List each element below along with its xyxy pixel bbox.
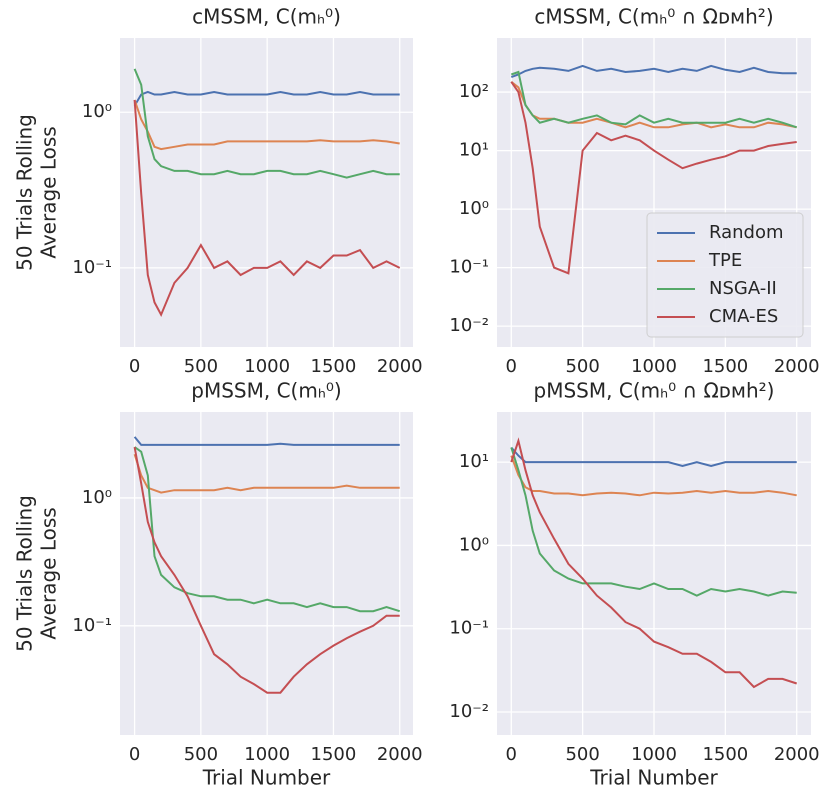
plot-lines [133, 436, 400, 694]
y-tick-label: 10¹ [459, 140, 489, 161]
x-tick-label: 0 [129, 744, 140, 765]
series-line [510, 81, 797, 129]
series-line [133, 99, 400, 151]
x-tick-label: 500 [565, 356, 599, 377]
y-axis-label: 50 Trials Rolling [13, 495, 37, 652]
series-line [510, 455, 797, 497]
subplot-title: cMSSM, C(mₕ⁰) [192, 5, 341, 29]
x-tick-label: 500 [184, 356, 218, 377]
x-tick-label: 2000 [774, 744, 820, 765]
x-tick-label: 1500 [702, 744, 748, 765]
series-line [510, 446, 797, 468]
series-line [134, 446, 400, 613]
series-line [510, 437, 798, 689]
y-tick-label: 10⁻¹ [449, 618, 489, 639]
subplot-title: pMSSM, C(mₕ⁰) [191, 379, 341, 403]
x-tick-label: 0 [129, 356, 140, 377]
y-tick-label: 10⁻¹ [72, 257, 112, 278]
series-line [510, 64, 797, 79]
x-tick-label: 1500 [311, 356, 357, 377]
legend-label: CMA-ES [709, 306, 778, 327]
y-tick-label: 10⁻¹ [72, 615, 112, 636]
x-tick-label: 0 [506, 356, 517, 377]
series-line [133, 99, 401, 318]
legend-label: Random [709, 222, 784, 243]
x-tick-label: 1000 [244, 744, 290, 765]
x-tick-label: 2000 [377, 356, 423, 377]
y-tick-label: 10⁻¹ [449, 257, 489, 278]
y-tick-label: 10¹ [459, 451, 489, 472]
x-tick-label: 1000 [631, 356, 677, 377]
legend-label: TPE [708, 250, 742, 271]
x-tick-label: 2000 [774, 356, 820, 377]
plot-area [120, 38, 413, 347]
x-tick-label: 0 [506, 744, 517, 765]
series-line [133, 68, 400, 179]
series-line [133, 453, 400, 494]
x-tick-label: 1500 [702, 356, 748, 377]
y-tick-label: 10⁰ [82, 487, 112, 508]
x-tick-label: 1000 [631, 744, 677, 765]
plot-lines [510, 437, 798, 689]
plot-lines [133, 68, 401, 318]
y-axis-label: Average Loss [37, 507, 61, 639]
y-tick-label: 10² [459, 81, 489, 102]
x-tick-label: 2000 [377, 744, 423, 765]
series-line [133, 446, 400, 694]
legend-label: NSGA-II [709, 278, 777, 299]
y-tick-label: 10⁰ [459, 198, 489, 219]
series-line [510, 447, 797, 597]
y-tick-label: 10⁰ [459, 534, 489, 555]
series-line [133, 436, 400, 446]
series-line [510, 81, 797, 275]
y-axis-label: Average Loss [37, 126, 61, 258]
plot-area [120, 412, 413, 735]
series-line [133, 90, 400, 107]
plot-lines [510, 64, 798, 275]
series-line [510, 70, 798, 129]
x-tick-label: 500 [565, 744, 599, 765]
y-tick-label: 10⁻² [449, 315, 489, 336]
y-tick-label: 10⁰ [82, 101, 112, 122]
y-axis-label: 50 Trials Rolling [13, 114, 37, 271]
y-tick-label: 10⁻² [449, 701, 489, 722]
x-tick-label: 1000 [244, 356, 290, 377]
x-tick-label: 1500 [311, 744, 357, 765]
x-axis-label: Trial Number [202, 766, 331, 790]
subplot-title: pMSSM, C(mₕ⁰ ∩ Ωᴅᴍh²) [534, 379, 775, 403]
subplot-title: cMSSM, C(mₕ⁰ ∩ Ωᴅᴍh²) [534, 5, 773, 29]
legend-box [646, 212, 804, 338]
x-axis-label: Trial Number [589, 766, 718, 790]
x-tick-label: 500 [184, 744, 218, 765]
